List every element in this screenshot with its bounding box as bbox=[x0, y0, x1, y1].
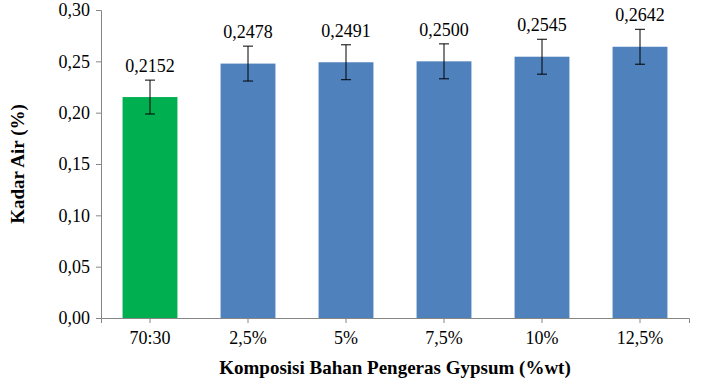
bar bbox=[123, 97, 178, 318]
y-tick-label: 0,15 bbox=[59, 154, 91, 174]
y-tick-mark bbox=[96, 61, 101, 62]
x-tick-mark bbox=[248, 318, 249, 323]
x-tick-mark bbox=[346, 318, 347, 323]
error-bar-cap bbox=[145, 80, 155, 81]
y-tick-label: 0,00 bbox=[59, 308, 91, 328]
error-bar-cap bbox=[635, 29, 645, 30]
x-tick-label: 70:30 bbox=[129, 328, 170, 348]
bar bbox=[417, 61, 472, 318]
error-bar-stem bbox=[248, 46, 249, 81]
bar bbox=[319, 62, 374, 318]
y-axis-line bbox=[96, 11, 102, 319]
plot-area: 0,000,050,100,150,200,250,3070:302,5%5%7… bbox=[59, 0, 690, 348]
x-tick: 5% bbox=[334, 318, 358, 348]
error-bar bbox=[635, 29, 645, 64]
error-bar-cap bbox=[439, 78, 449, 79]
y-tick-mark bbox=[96, 318, 101, 319]
error-bar bbox=[243, 46, 253, 81]
y-tick-mark bbox=[96, 113, 101, 114]
error-bar-stem bbox=[640, 29, 641, 64]
x-tick-mark bbox=[444, 318, 445, 323]
y-tick: 0,05 bbox=[59, 257, 102, 277]
y-tick-label: 0,20 bbox=[59, 103, 91, 123]
y-axis: 0,00 0,05 0,10 0,15 0,20 0,25 0,30 bbox=[59, 0, 102, 328]
x-tick-label: 10% bbox=[526, 328, 559, 348]
bar bbox=[221, 64, 276, 318]
error-bar bbox=[145, 80, 155, 114]
error-bar-cap bbox=[145, 114, 155, 115]
bars bbox=[123, 29, 668, 318]
x-tick-mark bbox=[150, 318, 151, 323]
y-tick-label: 0,30 bbox=[59, 0, 91, 20]
x-tick-label: 5% bbox=[334, 328, 358, 348]
y-tick: 0,20 bbox=[59, 103, 102, 123]
data-label: 0,2500 bbox=[419, 20, 469, 40]
error-bar-cap bbox=[243, 46, 253, 47]
data-label: 0,2478 bbox=[223, 22, 273, 42]
data-label: 0,2152 bbox=[125, 56, 175, 76]
error-bar-cap bbox=[439, 43, 449, 44]
error-bar bbox=[341, 45, 351, 80]
error-bar-stem bbox=[444, 44, 445, 79]
error-bar-cap bbox=[537, 74, 547, 75]
x-axis-line bbox=[102, 319, 690, 324]
error-bars bbox=[145, 29, 645, 114]
data-label: 0,2545 bbox=[517, 15, 567, 35]
x-tick: 2,5% bbox=[229, 318, 267, 348]
x-tick: 10% bbox=[526, 318, 559, 348]
y-tick-mark bbox=[96, 10, 101, 11]
y-tick: 0,30 bbox=[59, 0, 102, 20]
y-tick: 0,25 bbox=[59, 52, 102, 72]
error-bar-cap bbox=[635, 64, 645, 65]
y-tick: 0,15 bbox=[59, 154, 102, 174]
error-bar bbox=[439, 44, 449, 79]
y-tick-mark bbox=[96, 215, 101, 216]
y-tick-label: 0,25 bbox=[59, 52, 91, 72]
chart: 0,000,050,100,150,200,250,3070:302,5%5%7… bbox=[0, 0, 712, 382]
y-tick: 0,10 bbox=[59, 206, 102, 226]
error-bar-cap bbox=[243, 81, 253, 82]
y-tick-mark bbox=[96, 164, 101, 165]
y-tick: 0,00 bbox=[59, 308, 102, 328]
x-tick-label: 2,5% bbox=[229, 328, 267, 348]
x-tick: 12,5% bbox=[617, 318, 664, 348]
x-axis-title: Komposisi Bahan Pengeras Gypsum (%wt) bbox=[219, 357, 571, 379]
x-tick: 7,5% bbox=[425, 318, 463, 348]
data-labels: 0,2152 0,2478 0,2491 0,2500 0,2545 0,2642 bbox=[125, 5, 665, 76]
x-tick-mark bbox=[640, 318, 641, 323]
error-bar-cap bbox=[341, 79, 351, 80]
y-tick-label: 0,05 bbox=[59, 257, 91, 277]
data-label: 0,2642 bbox=[615, 5, 665, 25]
x-tick-label: 7,5% bbox=[425, 328, 463, 348]
x-tick: 70:30 bbox=[129, 318, 170, 348]
error-bar-stem bbox=[150, 80, 151, 114]
x-axis: 70:30 2,5% 5% 7,5% 10% 12,5% bbox=[102, 318, 690, 348]
error-bar-stem bbox=[542, 39, 543, 74]
y-tick-mark bbox=[96, 267, 101, 268]
data-label: 0,2491 bbox=[321, 21, 371, 41]
error-bar bbox=[537, 39, 547, 74]
x-tick-label: 12,5% bbox=[617, 328, 664, 348]
bar bbox=[613, 47, 668, 318]
y-axis-title: Kadar Air (%) bbox=[7, 104, 29, 224]
error-bar-stem bbox=[346, 45, 347, 80]
x-tick-mark bbox=[542, 318, 543, 323]
error-bar-cap bbox=[537, 39, 547, 40]
y-tick-label: 0,10 bbox=[59, 206, 91, 226]
bar bbox=[515, 57, 570, 318]
error-bar-cap bbox=[341, 44, 351, 45]
